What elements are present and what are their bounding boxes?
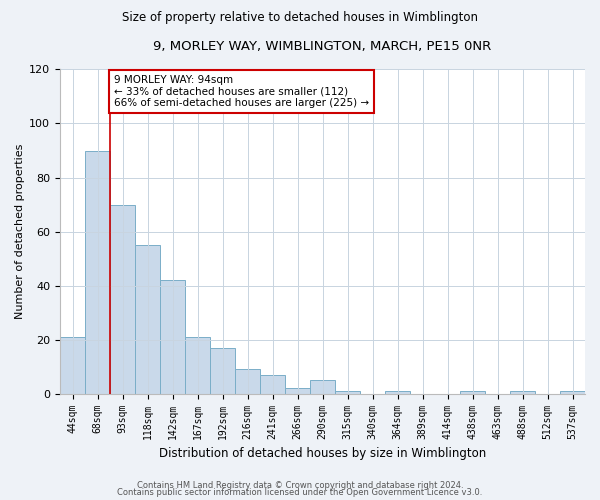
Text: Contains HM Land Registry data © Crown copyright and database right 2024.: Contains HM Land Registry data © Crown c…: [137, 480, 463, 490]
Bar: [160, 280, 185, 394]
Bar: [210, 348, 235, 394]
Bar: [510, 391, 535, 394]
Bar: [185, 337, 210, 394]
Bar: [285, 388, 310, 394]
Bar: [235, 370, 260, 394]
Bar: [110, 204, 135, 394]
Bar: [460, 391, 485, 394]
Bar: [135, 245, 160, 394]
Text: 9 MORLEY WAY: 94sqm
← 33% of detached houses are smaller (112)
66% of semi-detac: 9 MORLEY WAY: 94sqm ← 33% of detached ho…: [114, 75, 369, 108]
Bar: [310, 380, 335, 394]
Bar: [385, 391, 410, 394]
Bar: [335, 391, 360, 394]
Text: Contains public sector information licensed under the Open Government Licence v3: Contains public sector information licen…: [118, 488, 482, 497]
Bar: [260, 375, 285, 394]
X-axis label: Distribution of detached houses by size in Wimblington: Distribution of detached houses by size …: [159, 447, 486, 460]
Bar: [85, 150, 110, 394]
Y-axis label: Number of detached properties: Number of detached properties: [15, 144, 25, 320]
Title: 9, MORLEY WAY, WIMBLINGTON, MARCH, PE15 0NR: 9, MORLEY WAY, WIMBLINGTON, MARCH, PE15 …: [154, 40, 491, 53]
Bar: [60, 337, 85, 394]
Bar: [560, 391, 585, 394]
Text: Size of property relative to detached houses in Wimblington: Size of property relative to detached ho…: [122, 11, 478, 24]
